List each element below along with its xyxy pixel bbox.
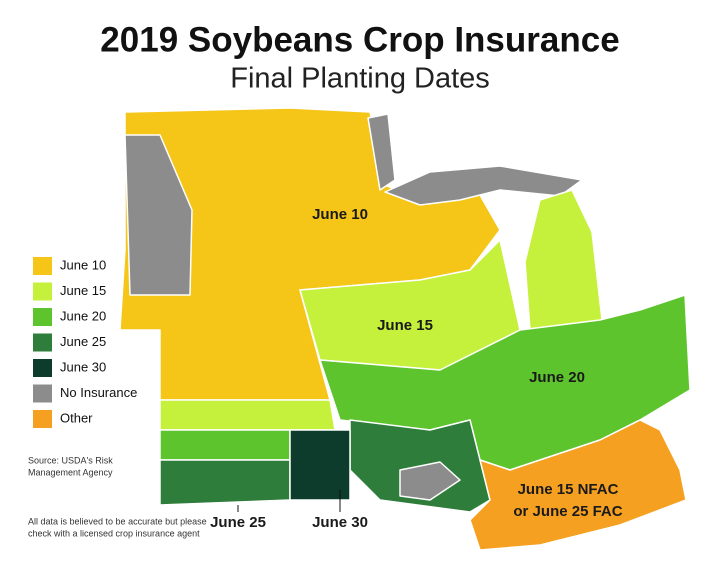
source: Management Agency bbox=[28, 467, 113, 477]
legend-swatch bbox=[33, 308, 52, 326]
region bbox=[159, 399, 336, 431]
map-label: June 25 bbox=[210, 514, 266, 531]
source: Source: USDA's Risk bbox=[28, 455, 113, 465]
map-label: June 15 bbox=[377, 317, 433, 334]
legend-label: June 20 bbox=[60, 308, 106, 323]
region bbox=[399, 461, 461, 501]
legend-swatch bbox=[33, 410, 52, 428]
legend-label: June 30 bbox=[60, 359, 106, 374]
subtitle: Final Planting Dates bbox=[230, 63, 490, 95]
disclaimer: check with a licensed crop insurance age… bbox=[28, 528, 200, 538]
map-label: or June 25 FAC bbox=[513, 503, 622, 520]
legend-label: June 10 bbox=[60, 257, 106, 272]
map-label: June 15 NFAC bbox=[518, 481, 619, 498]
map-label: June 30 bbox=[312, 514, 368, 531]
disclaimer: All data is believed to be accurate but … bbox=[28, 516, 207, 526]
legend-label: June 25 bbox=[60, 334, 106, 349]
region bbox=[469, 419, 687, 551]
region bbox=[524, 189, 603, 331]
map bbox=[119, 107, 691, 551]
region bbox=[159, 429, 291, 461]
map-label: June 20 bbox=[529, 369, 585, 386]
map-label: June 10 bbox=[312, 206, 368, 223]
legend-label: No Insurance bbox=[60, 385, 137, 400]
legend-label: June 15 bbox=[60, 283, 106, 298]
legend-swatch bbox=[33, 257, 52, 275]
legend-label: Other bbox=[60, 410, 93, 425]
region bbox=[289, 429, 351, 501]
region bbox=[124, 134, 193, 296]
legend-swatch bbox=[33, 384, 52, 403]
legend-swatch bbox=[33, 359, 52, 377]
title: 2019 Soybeans Crop Insurance bbox=[100, 20, 619, 59]
legend: June 10 June 15 June 20 June 25 June 30 No In… bbox=[33, 257, 137, 428]
region bbox=[159, 459, 291, 506]
legend-swatch bbox=[33, 333, 52, 352]
region bbox=[367, 113, 396, 191]
legend-swatch bbox=[33, 282, 52, 301]
